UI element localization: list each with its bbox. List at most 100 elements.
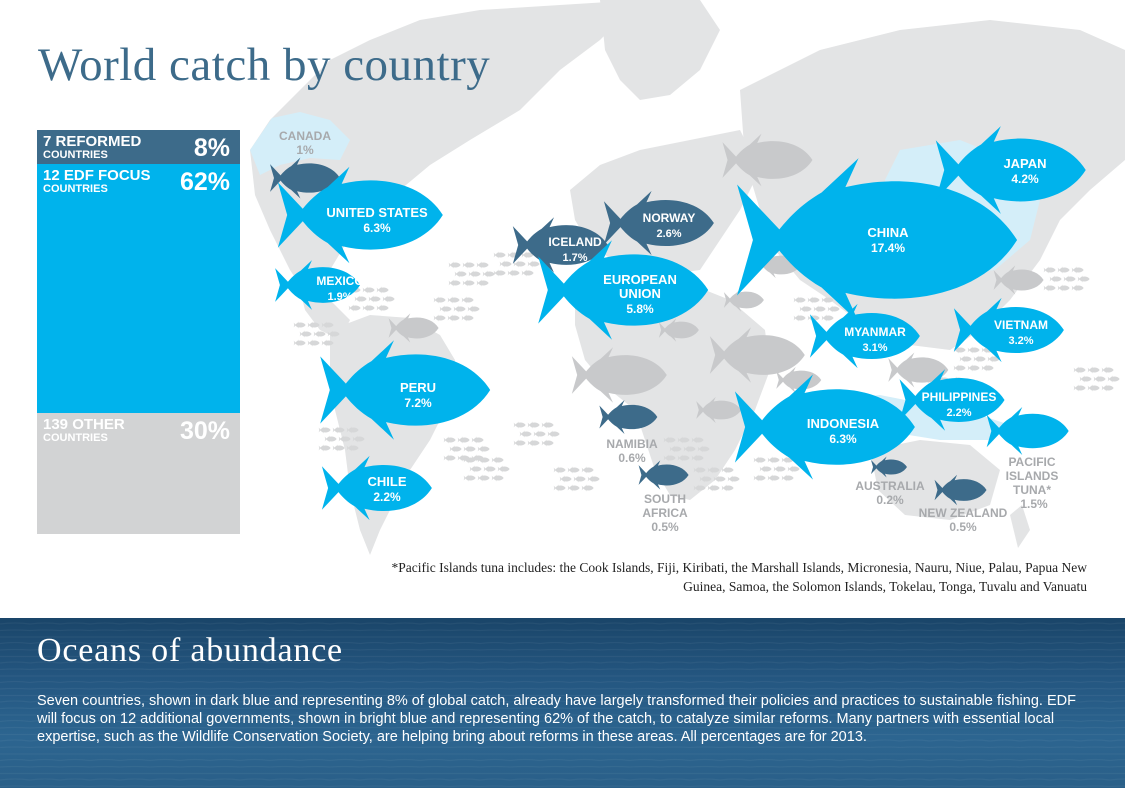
wave-line [0, 622, 1125, 625]
small-fish-4-2-0 [443, 454, 456, 462]
small-fish-16-0-1 [767, 456, 780, 464]
small-fish-6-1-2 [547, 430, 560, 438]
value-japan: 4.2% [1011, 172, 1039, 186]
share-bar-reformed-label-line2: COUNTRIES [43, 149, 108, 161]
small-fish-13-0-2 [521, 251, 534, 259]
small-fish-16-1-1 [773, 465, 786, 473]
label-peru: PERU [400, 380, 436, 395]
small-fish-12-2-2 [1071, 284, 1084, 292]
label-south-africa-line2: AFRICA [642, 506, 688, 520]
small-fish-5-0-0 [463, 456, 476, 464]
other-fish-5 [658, 318, 699, 342]
small-fish-0-1-2 [482, 270, 495, 278]
small-fish-12-1-2 [1077, 275, 1090, 283]
small-fish-13-2-1 [507, 269, 520, 277]
small-fish-1-2-1 [307, 339, 320, 347]
value-china: 17.4% [871, 241, 905, 255]
small-fish-8-2-2 [691, 454, 704, 462]
small-fish-17-1-2 [467, 305, 480, 313]
label-pacific-islands-tuna-line2: ISLANDS [1006, 469, 1059, 483]
small-fish-0-1-1 [468, 270, 481, 278]
wave-line [0, 739, 1125, 742]
value-new-zealand: 0.5% [949, 520, 977, 534]
small-fish-14-0-2 [1101, 366, 1114, 374]
wave-line [0, 707, 1125, 710]
small-fish-9-1-1 [713, 475, 726, 483]
label-european-union-line1: EUROPEAN [603, 272, 677, 287]
small-fish-4-1-2 [477, 445, 490, 453]
value-united-states: 6.3% [363, 221, 391, 235]
label-canada: CANADA [279, 129, 331, 143]
small-fish-2-2-0 [348, 304, 361, 312]
small-fish-14-2-1 [1087, 384, 1100, 392]
small-fish-1-0-0 [293, 321, 306, 329]
other-fish-4 [723, 288, 764, 312]
small-fish-0-1-0 [454, 270, 467, 278]
small-fish-9-1-2 [727, 475, 740, 483]
other-fish-6 [696, 396, 742, 424]
fish-united-states [277, 166, 443, 264]
small-fish-12-0-1 [1057, 266, 1070, 274]
small-fish-9-2-2 [721, 484, 734, 492]
wave-line [0, 719, 1125, 723]
small-fish-12-2-0 [1043, 284, 1056, 292]
label-european-union-line2: UNION [619, 286, 661, 301]
small-fish-7-2-1 [567, 484, 580, 492]
small-fish-13-1-0 [499, 260, 512, 268]
small-fish-7-0-1 [567, 466, 580, 474]
banner-description: Seven countries, shown in dark blue and … [37, 693, 1076, 746]
small-fish-10-0-1 [807, 296, 820, 304]
wave-line [0, 726, 1125, 729]
other-fish-9 [993, 265, 1044, 295]
value-peru: 7.2% [404, 396, 432, 410]
small-fish-9-0-0 [693, 466, 706, 474]
small-fish-5-2-1 [477, 474, 490, 482]
small-fish-3-0-2 [346, 426, 359, 434]
small-fish-3-2-1 [332, 444, 345, 452]
other-fish-1 [571, 347, 667, 403]
small-fish-17-2-0 [433, 314, 446, 322]
ocean-texture [0, 622, 1125, 788]
wave-line [0, 746, 1125, 749]
label-namibia: NAMIBIA [606, 437, 658, 451]
small-fish-5-2-2 [491, 474, 504, 482]
small-fish-2-2-2 [376, 304, 389, 312]
small-fish-2-1-1 [368, 295, 381, 303]
share-bar-focus-value: 62% [179, 168, 230, 196]
label-indonesia: INDONESIA [807, 416, 880, 431]
small-fish-7-2-2 [581, 484, 594, 492]
small-fish-4-0-0 [443, 436, 456, 444]
small-fish-11-2-2 [981, 364, 994, 372]
small-fish-1-1-0 [299, 330, 312, 338]
small-fish-11-2-0 [953, 364, 966, 372]
infographic-panel: CANADA 1% UNITED STATES 6.3% MEXICO 1.9% PERU 7… [37, 0, 1125, 594]
fish-new-zealand [934, 474, 987, 506]
small-fish-11-0-1 [967, 346, 980, 354]
label-new-zealand: NEW ZEALAND [919, 506, 1008, 520]
value-mexico: 1.9% [327, 291, 352, 303]
small-fish-13-1-2 [527, 260, 540, 268]
small-fish-16-1-0 [759, 465, 772, 473]
small-fish-5-0-2 [491, 456, 504, 464]
small-fish-14-1-1 [1093, 375, 1106, 383]
other-country-fish [388, 133, 1044, 424]
value-canada: 1% [296, 143, 314, 157]
land-canada [250, 112, 350, 175]
small-fish-17-0-0 [433, 296, 446, 304]
small-fish-17-2-2 [461, 314, 474, 322]
small-fish-11-0-0 [953, 346, 966, 354]
chart-title: World catch by country [38, 39, 491, 91]
share-bar-focus-label-line1: 12 EDF FOCUS [43, 167, 151, 184]
value-indonesia: 6.3% [829, 432, 857, 446]
wave-line [0, 641, 1125, 645]
small-fish-1-2-0 [293, 339, 306, 347]
small-fish-10-1-1 [813, 305, 826, 313]
label-united-states: UNITED STATES [326, 205, 428, 220]
share-bar-other-label-line1: 139 OTHER [43, 416, 125, 433]
label-south-africa-line1: SOUTH [644, 492, 686, 506]
small-fish-8-0-0 [663, 436, 676, 444]
small-fish-8-1-0 [669, 445, 682, 453]
small-fish-8-0-1 [677, 436, 690, 444]
share-bar-other: 139 OTHER COUNTRIES 30% [37, 413, 240, 534]
small-fish-0-2-1 [462, 279, 475, 287]
